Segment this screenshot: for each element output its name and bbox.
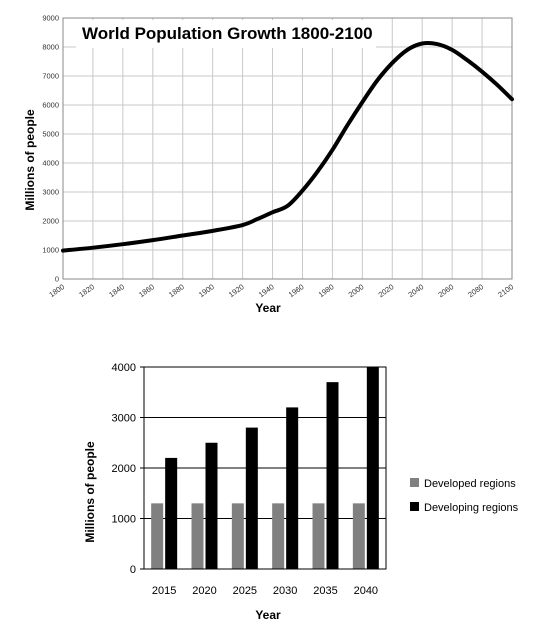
bar-developed (352, 503, 365, 569)
bar-chart-grid (144, 366, 386, 570)
legend-swatch-developing (410, 502, 419, 511)
bar-developing (366, 367, 379, 569)
x-tick-label: 1980 (317, 282, 336, 299)
bar-chart-x-ticks: 2015 2020 2025 2030 2035 2040 (152, 585, 378, 597)
bar-x-tick-label: 2035 (313, 585, 337, 597)
bar-developed (312, 503, 325, 569)
bar-developed (231, 503, 244, 569)
bar-x-tick-label: 2025 (233, 585, 257, 597)
bar-y-tick-label: 4000 (112, 362, 136, 374)
bar-x-tick-label: 2030 (273, 585, 297, 597)
bar-chart-y-ticks: 0 1000 2000 3000 4000 (112, 362, 144, 576)
bar-x-axis-label: Year (255, 608, 281, 622)
y-tick-label: 8000 (42, 43, 59, 52)
x-tick-label: 2000 (347, 282, 366, 299)
legend-label-developing: Developing regions (424, 502, 519, 514)
bar-developing (205, 442, 218, 569)
bar-y-tick-label: 2000 (112, 463, 136, 475)
x-tick-label: 2100 (496, 282, 515, 299)
y-tick-label: 9000 (42, 14, 59, 23)
bar-chart-bars (151, 367, 379, 569)
line-chart-plot-area (62, 17, 513, 280)
bar-x-tick-label: 2020 (192, 585, 216, 597)
x-tick-label: 1940 (257, 282, 276, 299)
x-tick-label: 1860 (137, 282, 156, 299)
bar-developing (286, 407, 299, 569)
x-tick-label: 2020 (377, 282, 396, 299)
x-tick-label: 1960 (287, 282, 306, 299)
bar-x-tick-label: 2040 (354, 585, 378, 597)
x-tick-label: 1920 (227, 282, 246, 299)
bar-developed (191, 503, 204, 569)
bar-y-tick-label: 0 (130, 564, 136, 576)
bar-developing (245, 427, 258, 569)
chart-title-background (76, 20, 376, 48)
x-tick-label: 1820 (77, 282, 96, 299)
y-tick-label: 6000 (42, 101, 59, 110)
legend-label-developed: Developed regions (424, 478, 516, 490)
x-axis-label: Year (255, 301, 281, 315)
line-chart: 0 1000 2000 3000 4000 5000 6000 7000 8000 9000 18… (23, 14, 515, 316)
bar-y-tick-label: 3000 (112, 413, 136, 425)
bar-developed (151, 503, 164, 569)
y-tick-label: 2000 (42, 217, 59, 226)
y-tick-label: 4000 (42, 159, 59, 168)
x-tick-label: 1800 (47, 282, 66, 299)
bar-x-tick-label: 2015 (152, 585, 176, 597)
x-tick-label: 1880 (167, 282, 186, 299)
chart-title: World Population Growth 1800-2100 (82, 24, 373, 43)
bar-y-tick-label: 1000 (112, 514, 136, 526)
bar-developing (165, 457, 178, 569)
x-tick-label: 2060 (436, 282, 455, 299)
y-tick-label: 5000 (42, 130, 59, 139)
legend-swatch-developed (410, 478, 419, 487)
y-tick-label: 0 (55, 275, 59, 284)
x-tick-label: 2080 (466, 282, 485, 299)
bar-developed (272, 503, 285, 569)
x-tick-label: 1840 (107, 282, 126, 299)
line-chart-grid (62, 17, 513, 280)
line-chart-y-ticks: 0 1000 2000 3000 4000 5000 6000 7000 8000 9000 (42, 14, 59, 284)
bar-y-axis-label: Millions of people (83, 441, 97, 543)
population-line (61, 40, 514, 253)
line-chart-x-ticks: 1800 1820 1840 1860 1880 1900 1920 1940 1960 1980… (47, 282, 515, 299)
x-tick-label: 2040 (407, 282, 426, 299)
y-tick-label: 3000 (42, 188, 59, 197)
y-tick-label: 7000 (42, 72, 59, 81)
x-tick-label: 1900 (197, 282, 216, 299)
y-tick-label: 1000 (42, 246, 59, 255)
bar-developing (326, 382, 339, 569)
y-axis-label: Millions of people (23, 109, 37, 211)
bar-chart-legend: Developed regions Developing regions (410, 478, 519, 514)
